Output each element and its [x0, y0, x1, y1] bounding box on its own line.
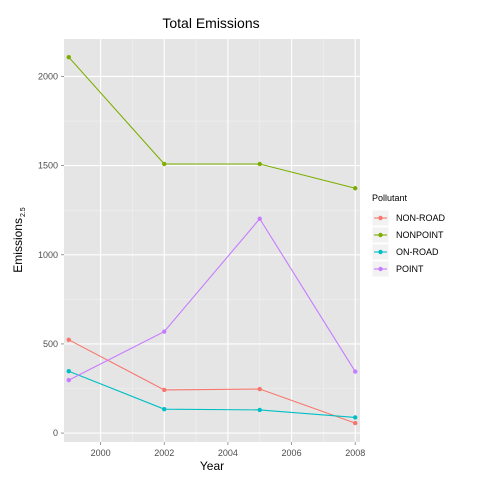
chart-title: Total Emissions	[162, 15, 259, 31]
legend-label: ON-ROAD	[396, 247, 439, 257]
data-point-on-road	[162, 406, 167, 412]
legend-label: NONPOINT	[396, 230, 444, 240]
y-tick-label: 500	[43, 339, 58, 349]
data-point-nonpoint	[257, 161, 262, 167]
data-point-on-road	[353, 415, 358, 420]
series-line-non-road	[68, 339, 356, 424]
y-axis-title-main: Emissions	[11, 218, 25, 273]
legend-key-point	[378, 249, 383, 255]
y-tick-label: 2000	[38, 71, 58, 81]
x-tick-label: 2008	[345, 448, 365, 458]
series-points	[66, 54, 358, 426]
series-lines	[68, 56, 356, 424]
legend-key-point	[378, 266, 383, 272]
major-gridlines	[64, 39, 360, 442]
data-point-point	[66, 377, 71, 383]
data-point-non-road	[162, 387, 167, 393]
x-tick-label: 2006	[282, 448, 302, 458]
series-line-point	[68, 217, 356, 381]
y-tick-label: 0	[53, 428, 58, 438]
legend-key-point	[378, 215, 383, 221]
x-tick-label: 2000	[91, 448, 111, 458]
series-line-nonpoint	[68, 56, 356, 189]
minor-gridlines	[64, 39, 360, 442]
data-point-non-road	[257, 386, 262, 392]
data-point-non-road	[353, 420, 358, 426]
y-axis: 0 500 1000 1500 2000	[38, 71, 64, 438]
data-point-nonpoint	[353, 186, 358, 191]
data-point-on-road	[66, 369, 71, 374]
y-axis-title: Emissions2.5	[11, 207, 27, 273]
data-point-nonpoint	[162, 161, 167, 167]
data-point-non-road	[66, 337, 71, 343]
y-tick-label: 1000	[38, 250, 58, 260]
legend-item-on-road: ON-ROAD	[371, 243, 439, 261]
legend-title: Pollutant	[372, 193, 408, 203]
data-point-nonpoint	[66, 54, 71, 60]
data-point-point	[353, 369, 358, 374]
data-point-point	[257, 216, 262, 221]
series-line-on-road	[68, 370, 356, 418]
y-axis-title-group: Emissions2.5	[11, 207, 27, 273]
legend-items: NON-ROAD NONPOINT ON-ROAD POINT	[371, 209, 445, 278]
y-axis-title-subscript: 2.5	[20, 207, 27, 217]
x-axis-title: Year	[200, 459, 224, 473]
legend-label: NON-ROAD	[396, 213, 445, 223]
legend-label: POINT	[396, 264, 424, 274]
data-point-on-road	[257, 407, 262, 413]
legend-item-point: POINT	[371, 260, 424, 278]
x-tick-label: 2004	[218, 448, 238, 458]
x-tick-label: 2002	[154, 448, 174, 458]
x-axis: 2000 2002 2004 2006 2008	[91, 442, 365, 458]
legend-key-point	[378, 232, 383, 238]
legend-item-non-road: NON-ROAD	[371, 209, 445, 227]
data-point-point	[162, 329, 167, 334]
y-tick-label: 1500	[38, 161, 58, 171]
legend-item-nonpoint: NONPOINT	[371, 226, 444, 244]
legend: Pollutant NON-ROAD NONPOINT ON-ROAD POINT	[371, 193, 445, 278]
plot-panel	[64, 39, 360, 442]
